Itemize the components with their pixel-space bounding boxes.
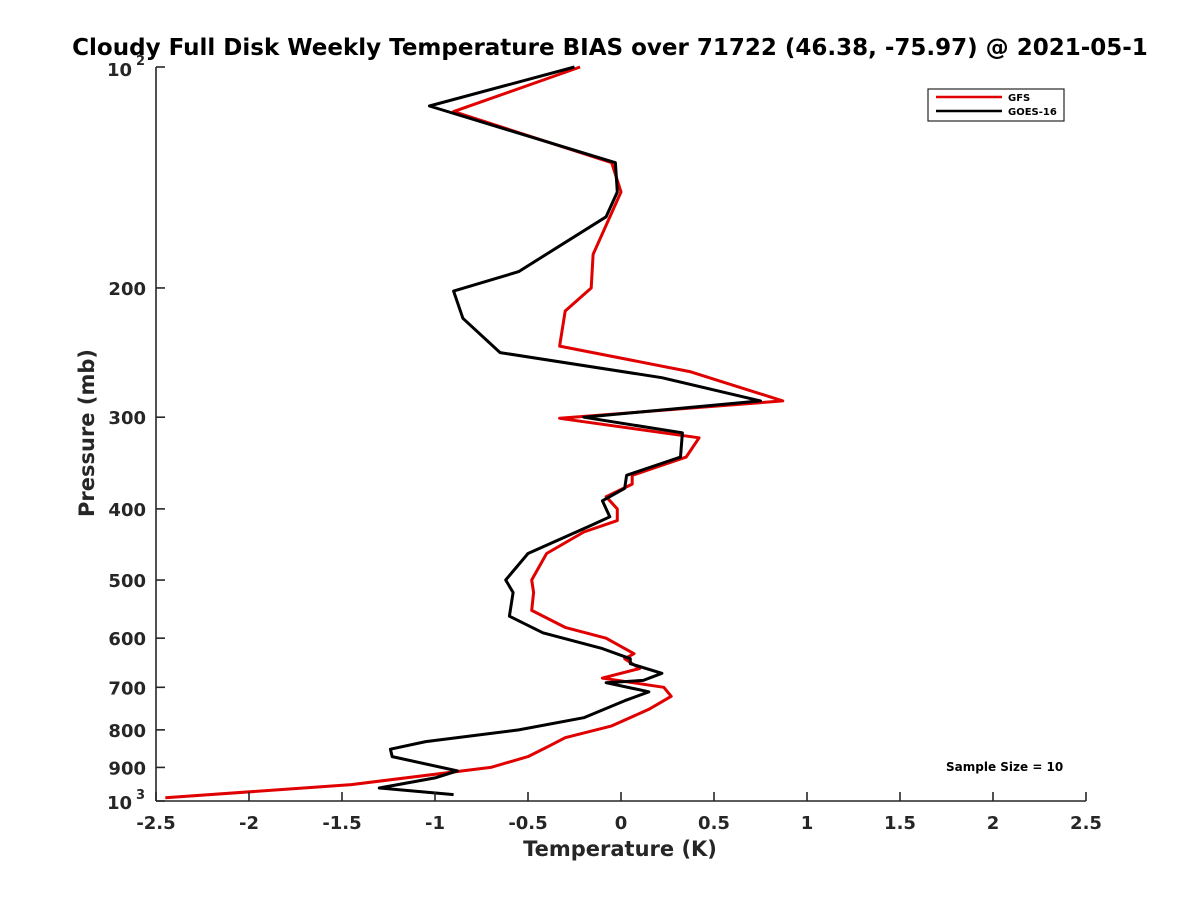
y-tick-label: 300 — [108, 408, 146, 429]
y-tick-top-base: 10 — [107, 60, 132, 81]
y-tick-bottom: 10 3 — [107, 788, 145, 814]
y-axis-label: Pressure (mb) — [75, 349, 99, 517]
x-tick-label: 0 — [615, 813, 628, 834]
y-tick-label: 800 — [108, 721, 146, 742]
x-ticks: -2.5 -2 -1.5 -1 -0.5 0 0.5 1 1.5 2 2.5 — [136, 792, 1102, 834]
y-tick-top: 10 2 — [107, 54, 145, 81]
y-ticks: 200 300 400 500 600 700 800 900 — [108, 66, 165, 802]
y-tick-bottom-exp: 3 — [136, 788, 145, 803]
sample-size-annotation: Sample Size = 10 — [946, 760, 1063, 774]
legend-box — [927, 88, 1065, 122]
legend-label-gfs: GFS — [1008, 93, 1030, 104]
x-tick-label: -1 — [425, 813, 445, 834]
y-tick-label: 700 — [108, 678, 146, 699]
x-tick-label: -1.5 — [322, 813, 361, 834]
y-tick-label: 200 — [108, 279, 146, 300]
y-tick-label: 900 — [108, 758, 146, 779]
legend: GFS GOES-16 — [927, 88, 1065, 122]
x-tick-label: 2.5 — [1070, 813, 1102, 834]
y-tick-label: 500 — [108, 571, 146, 592]
x-tick-label: 2 — [987, 813, 1000, 834]
y-tick-label: 400 — [108, 500, 146, 521]
x-tick-label: -2 — [239, 813, 259, 834]
x-axis-label: Temperature (K) — [523, 837, 717, 861]
y-tick-top-exp: 2 — [136, 54, 145, 69]
y-tick-bottom-base: 10 — [107, 793, 132, 814]
x-tick-label: 1 — [801, 813, 814, 834]
x-tick-label: -2.5 — [136, 813, 175, 834]
plot-area — [165, 65, 785, 800]
x-tick-label: 0.5 — [698, 813, 730, 834]
series-line-goes16 — [377, 65, 762, 797]
x-tick-label: 1.5 — [884, 813, 916, 834]
x-tick-label: -0.5 — [508, 813, 547, 834]
series-line-gfs — [165, 65, 785, 800]
y-tick-label: 600 — [108, 629, 146, 650]
chart-title: Cloudy Full Disk Weekly Temperature BIAS… — [72, 35, 1148, 61]
legend-label-goes16: GOES-16 — [1008, 107, 1057, 118]
